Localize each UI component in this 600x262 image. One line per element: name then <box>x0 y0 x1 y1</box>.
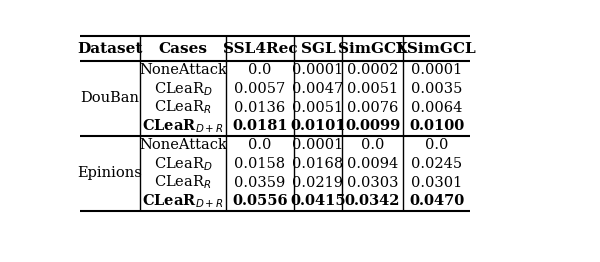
Text: 0.0219: 0.0219 <box>292 176 343 190</box>
Text: SSL4Rec: SSL4Rec <box>223 42 297 56</box>
Text: SGL: SGL <box>301 42 335 56</box>
Text: 0.0001: 0.0001 <box>411 63 462 77</box>
Text: 0.0359: 0.0359 <box>234 176 286 190</box>
Text: 0.0556: 0.0556 <box>232 194 287 208</box>
Text: CLeaR$_D$: CLeaR$_D$ <box>154 155 212 173</box>
Text: 0.0099: 0.0099 <box>345 119 400 133</box>
Text: 0.0002: 0.0002 <box>347 63 398 77</box>
Text: 0.0470: 0.0470 <box>409 194 464 208</box>
Text: CLeaR$_{D+R}$: CLeaR$_{D+R}$ <box>142 118 224 135</box>
Text: 0.0301: 0.0301 <box>411 176 462 190</box>
Text: XSimGCL: XSimGCL <box>396 42 477 56</box>
Text: 0.0168: 0.0168 <box>292 157 344 171</box>
Text: 0.0035: 0.0035 <box>411 82 462 96</box>
Text: 0.0076: 0.0076 <box>347 101 398 114</box>
Text: 0.0051: 0.0051 <box>347 82 398 96</box>
Text: CLeaR$_R$: CLeaR$_R$ <box>154 174 212 192</box>
Text: Epinions: Epinions <box>77 166 142 180</box>
Text: DouBan: DouBan <box>80 91 139 105</box>
Text: 0.0047: 0.0047 <box>292 82 344 96</box>
Text: CLeaR$_D$: CLeaR$_D$ <box>154 80 212 98</box>
Text: 0.0001: 0.0001 <box>292 138 344 152</box>
Text: SimGCL: SimGCL <box>338 42 407 56</box>
Text: 0.0: 0.0 <box>248 138 272 152</box>
Text: 0.0136: 0.0136 <box>234 101 286 114</box>
Text: NoneAttack: NoneAttack <box>139 63 227 77</box>
Text: 0.0158: 0.0158 <box>234 157 286 171</box>
Text: NoneAttack: NoneAttack <box>139 138 227 152</box>
Text: 0.0181: 0.0181 <box>232 119 287 133</box>
Text: 0.0051: 0.0051 <box>292 101 344 114</box>
Text: 0.0245: 0.0245 <box>411 157 462 171</box>
Text: 0.0064: 0.0064 <box>411 101 462 114</box>
Text: 0.0057: 0.0057 <box>234 82 286 96</box>
Text: Dataset: Dataset <box>77 42 143 56</box>
Text: 0.0001: 0.0001 <box>292 63 344 77</box>
Text: CLeaR$_R$: CLeaR$_R$ <box>154 99 212 116</box>
Text: 0.0094: 0.0094 <box>347 157 398 171</box>
Text: 0.0: 0.0 <box>361 138 384 152</box>
Text: Cases: Cases <box>158 42 208 56</box>
Text: 0.0101: 0.0101 <box>290 119 346 133</box>
Text: CLeaR$_{D+R}$: CLeaR$_{D+R}$ <box>142 193 224 210</box>
Text: 0.0: 0.0 <box>248 63 272 77</box>
Text: 0.0100: 0.0100 <box>409 119 464 133</box>
Text: 0.0342: 0.0342 <box>345 194 400 208</box>
Text: 0.0303: 0.0303 <box>347 176 398 190</box>
Text: 0.0415: 0.0415 <box>290 194 346 208</box>
Text: 0.0: 0.0 <box>425 138 448 152</box>
